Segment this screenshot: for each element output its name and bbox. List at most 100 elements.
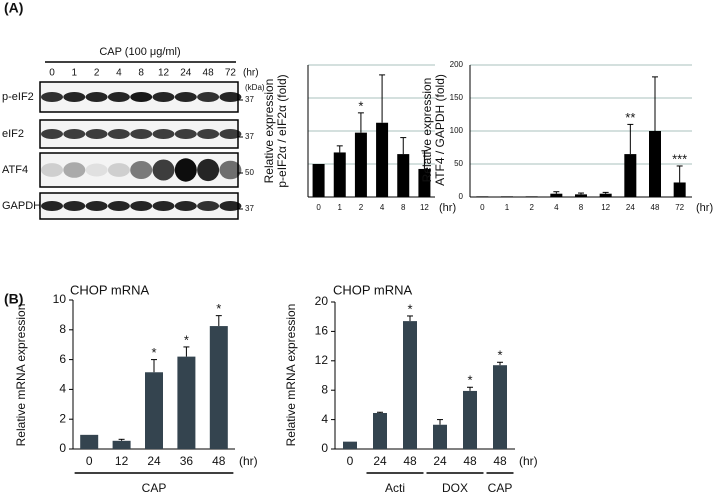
x-tick-label: 1 bbox=[338, 203, 343, 212]
band bbox=[197, 129, 220, 139]
band bbox=[219, 201, 242, 211]
lane-label: 2 bbox=[94, 68, 100, 79]
band bbox=[85, 129, 108, 139]
y-tick-label: 4 bbox=[59, 382, 66, 396]
x-tick-label: 0 bbox=[316, 203, 321, 212]
group-label: CAP bbox=[142, 481, 167, 495]
band bbox=[130, 92, 153, 102]
x-tick-label: 12 bbox=[601, 203, 610, 212]
lane-unit: (hr) bbox=[243, 68, 259, 79]
x-tick-label: 1 bbox=[505, 203, 510, 212]
significance: * bbox=[497, 348, 502, 363]
y-tick-label: 10 bbox=[53, 292, 67, 306]
row-label: eIF2 bbox=[2, 128, 24, 140]
y-tick-label: 100 bbox=[450, 126, 464, 135]
y-axis-label: Relative expression bbox=[262, 79, 276, 184]
band bbox=[85, 163, 108, 177]
band bbox=[152, 201, 175, 211]
row-label: GAPDH bbox=[2, 200, 41, 212]
x-tick-label: 0 bbox=[480, 203, 485, 212]
band bbox=[219, 160, 242, 180]
band bbox=[152, 92, 175, 102]
y-tick-label: 20 bbox=[315, 294, 329, 308]
x-tick-label: 2 bbox=[359, 203, 364, 212]
x-tick-label: 72 bbox=[675, 203, 684, 212]
bar bbox=[209, 326, 228, 449]
band bbox=[152, 129, 175, 139]
row-label: p-eIF2 bbox=[2, 91, 34, 103]
significance: * bbox=[407, 301, 412, 316]
y-tick-label: 0 bbox=[459, 192, 464, 201]
bar bbox=[343, 441, 357, 449]
y-tick-label: 0 bbox=[59, 441, 66, 455]
x-tick-label: 48 bbox=[212, 454, 226, 468]
x-tick-label: 48 bbox=[493, 454, 507, 468]
panel-label: (A) bbox=[4, 0, 23, 16]
x-tick-label: 4 bbox=[380, 203, 385, 212]
y-tick-label: 16 bbox=[315, 324, 329, 338]
lane-label: 12 bbox=[158, 68, 170, 79]
lane-label: 8 bbox=[138, 68, 144, 79]
x-tick-label: 12 bbox=[115, 454, 129, 468]
significance: *** bbox=[672, 151, 687, 166]
bar bbox=[333, 152, 346, 197]
y-axis-label: Relative mRNA expression bbox=[284, 304, 298, 447]
band bbox=[130, 201, 153, 211]
x-tick-label: 0 bbox=[347, 454, 354, 468]
band bbox=[41, 163, 63, 177]
bar bbox=[525, 196, 538, 197]
y-tick-label: 50 bbox=[454, 159, 463, 168]
group-label: CAP bbox=[488, 481, 513, 495]
bar bbox=[493, 365, 507, 449]
y-tick-label: 4 bbox=[321, 412, 328, 426]
bar bbox=[177, 356, 196, 449]
significance: * bbox=[358, 98, 363, 113]
x-unit: (hr) bbox=[439, 202, 456, 214]
lane-label: 24 bbox=[180, 68, 192, 79]
band bbox=[130, 161, 153, 179]
y-axis-label: ATF4 / GAPDH (fold) bbox=[433, 74, 447, 186]
x-tick-label: 12 bbox=[420, 203, 429, 212]
bar bbox=[376, 122, 389, 197]
bar bbox=[624, 154, 637, 197]
band bbox=[85, 92, 108, 102]
bar bbox=[80, 434, 99, 449]
x-tick-label: 4 bbox=[554, 203, 559, 212]
band bbox=[174, 129, 197, 139]
x-tick-label: 2 bbox=[529, 203, 534, 212]
bar bbox=[649, 131, 661, 197]
band bbox=[41, 129, 63, 139]
bar bbox=[397, 154, 410, 197]
y-tick-label: 0 bbox=[321, 441, 328, 455]
band bbox=[63, 129, 86, 139]
y-axis-label: p-eIF2α / eIF2α (fold) bbox=[275, 74, 289, 187]
bar bbox=[403, 321, 417, 449]
lane-label: 72 bbox=[225, 68, 237, 79]
x-tick-label: 24 bbox=[626, 203, 635, 212]
y-tick-label: 2 bbox=[59, 411, 66, 425]
y-tick-label: 6 bbox=[59, 352, 66, 366]
significance: * bbox=[184, 332, 189, 347]
lane-label: 4 bbox=[116, 68, 122, 79]
significance: * bbox=[151, 345, 156, 360]
x-tick-label: 24 bbox=[433, 454, 447, 468]
band bbox=[63, 162, 86, 178]
band bbox=[63, 92, 86, 102]
band bbox=[107, 129, 130, 139]
y-tick-label: 8 bbox=[59, 322, 66, 336]
marker-label: 37 bbox=[245, 132, 254, 141]
significance: * bbox=[216, 301, 221, 316]
band bbox=[219, 129, 242, 139]
band bbox=[130, 129, 153, 139]
band bbox=[63, 201, 86, 211]
x-unit: (hr) bbox=[519, 454, 538, 468]
bar bbox=[599, 193, 612, 197]
x-tick-label: 36 bbox=[180, 454, 194, 468]
chart-title: CHOP mRNA bbox=[70, 282, 150, 297]
band bbox=[219, 92, 242, 102]
group-label: Acti bbox=[385, 481, 405, 495]
y-tick-label: 150 bbox=[450, 93, 464, 102]
band bbox=[197, 201, 220, 211]
x-tick-label: 24 bbox=[373, 454, 387, 468]
